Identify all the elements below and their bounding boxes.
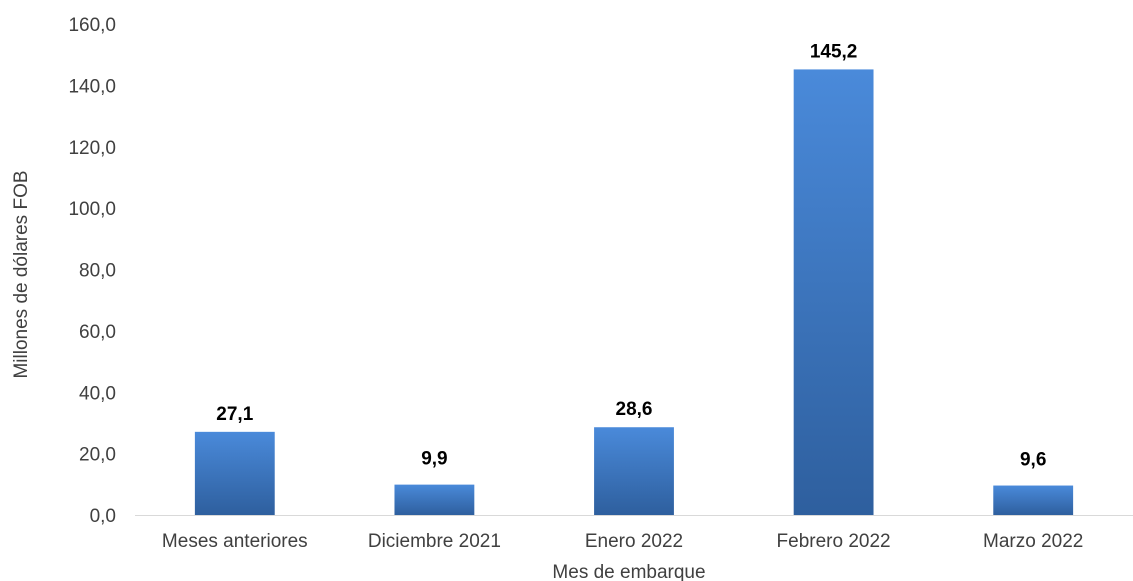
- x-tick-label: Enero 2022: [585, 531, 683, 552]
- bar: [194, 431, 275, 515]
- data-label: 9,9: [421, 449, 447, 470]
- y-tick-label: 140,0: [68, 76, 116, 97]
- data-label: 9,6: [1020, 450, 1046, 471]
- bar: [993, 485, 1074, 515]
- x-axis-ticks: Meses anteriores Diciembre 2021 Enero 2022…: [162, 531, 1083, 552]
- y-tick-label: 60,0: [79, 322, 116, 343]
- data-labels: 27,1 9,9 28,6 145,2 9,6: [216, 41, 1046, 470]
- y-tick-label: 160,0: [68, 15, 116, 36]
- data-label: 27,1: [216, 404, 253, 425]
- x-tick-label: Febrero 2022: [777, 531, 891, 552]
- y-axis-title: Millones de dólares FOB: [11, 170, 32, 378]
- x-tick-label: Marzo 2022: [983, 531, 1083, 552]
- bar: [594, 427, 674, 515]
- y-tick-label: 120,0: [68, 138, 116, 159]
- y-tick-label: 40,0: [79, 383, 116, 404]
- y-axis-ticks: 0,0 20,0 40,0 60,0 80,0 100,0 120,0 140,0 160,0: [68, 15, 116, 527]
- y-tick-label: 80,0: [79, 261, 116, 282]
- bar: [394, 484, 475, 515]
- x-axis-title: Mes de embarque: [552, 562, 705, 581]
- y-tick-label: 20,0: [79, 445, 116, 466]
- data-label: 28,6: [616, 399, 653, 420]
- x-tick-label: Diciembre 2021: [368, 531, 501, 552]
- y-tick-label: 100,0: [68, 199, 116, 220]
- x-tick-label: Meses anteriores: [162, 531, 308, 552]
- bar: [793, 69, 874, 515]
- y-tick-label: 0,0: [90, 506, 116, 527]
- bars-group: [194, 69, 1074, 515]
- data-label: 145,2: [810, 41, 858, 62]
